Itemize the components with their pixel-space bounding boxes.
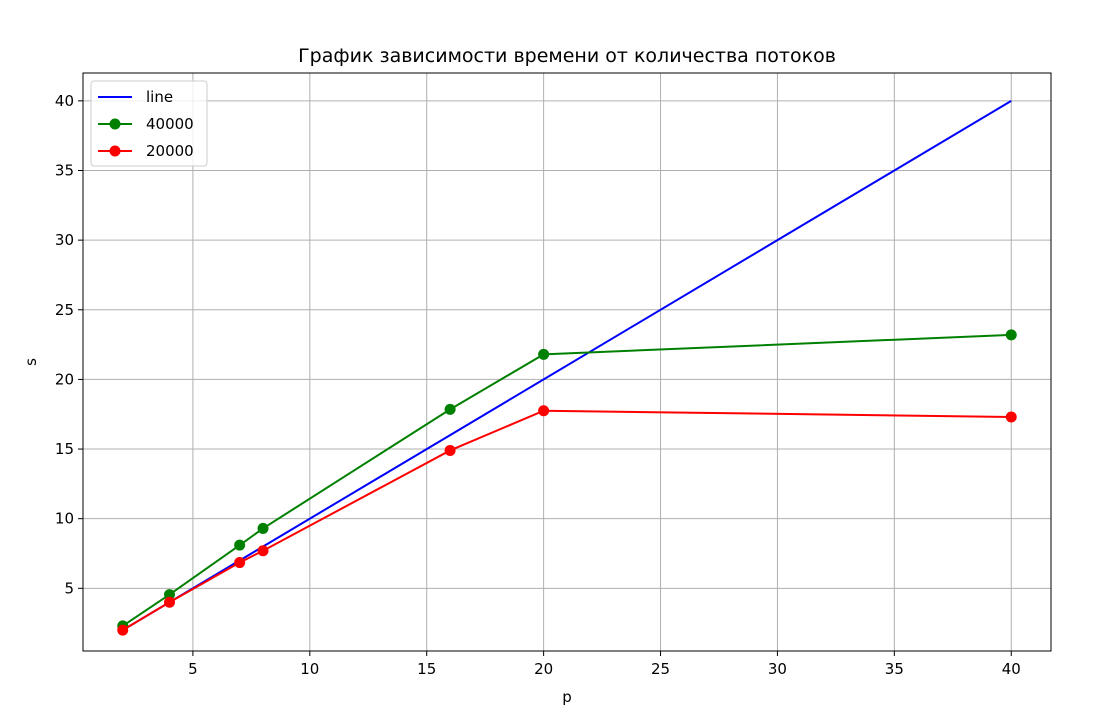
x-tick-label: 30 [768,660,787,678]
y-tick-label: 40 [55,92,74,110]
data-point-20000 [1005,411,1017,423]
y-tick-label: 20 [55,370,74,388]
data-point-20000 [234,557,246,569]
data-point-20000 [444,444,456,456]
y-tick-label: 25 [55,301,74,319]
x-tick-label: 20 [534,660,553,678]
x-tick-label: 5 [188,660,198,678]
x-tick-label: 25 [651,660,670,678]
x-tick-label: 15 [417,660,436,678]
axis-ticks: 5 10 15 20 25 30 35 40 5 10 15 20 25 30 35 40 [55,92,1021,678]
legend-box [90,80,208,167]
legend-label-20000: 20000 [146,142,194,160]
grid-lines [83,73,1051,651]
data-point-20000 [117,624,129,636]
plot-frame [82,72,1052,652]
data-point-20000 [164,596,176,608]
legend-label-40000: 40000 [146,115,194,133]
data-point-20000 [257,545,269,557]
plot-series [117,99,1017,636]
data-point-40000 [1005,329,1017,341]
x-axis-label: p [562,688,572,706]
data-point-20000 [538,405,550,417]
y-tick-label: 30 [55,231,74,249]
data-point-40000 [164,589,176,601]
legend-marker-20000 [109,145,121,157]
series-20000 [117,405,1017,636]
x-tick-label: 10 [300,660,319,678]
data-point-40000 [234,539,246,551]
x-tick-label: 35 [885,660,904,678]
data-point-40000 [538,348,550,360]
series-line-line [122,99,1012,631]
legend-label-line: line [146,88,173,106]
legend: line 40000 20000 [90,80,208,167]
y-tick-label: 15 [55,440,74,458]
data-point-40000 [444,403,456,415]
y-tick-label: 5 [64,579,74,597]
y-tick-label: 35 [55,161,74,179]
y-axis-label: s [22,358,40,366]
x-tick-label: 40 [1002,660,1021,678]
data-point-40000 [257,522,269,534]
chart-title: График зависимости времени от количества… [298,45,836,67]
y-tick-label: 10 [55,510,74,528]
series-line [122,99,1012,631]
legend-marker-40000 [109,118,121,130]
series-40000 [117,329,1017,632]
